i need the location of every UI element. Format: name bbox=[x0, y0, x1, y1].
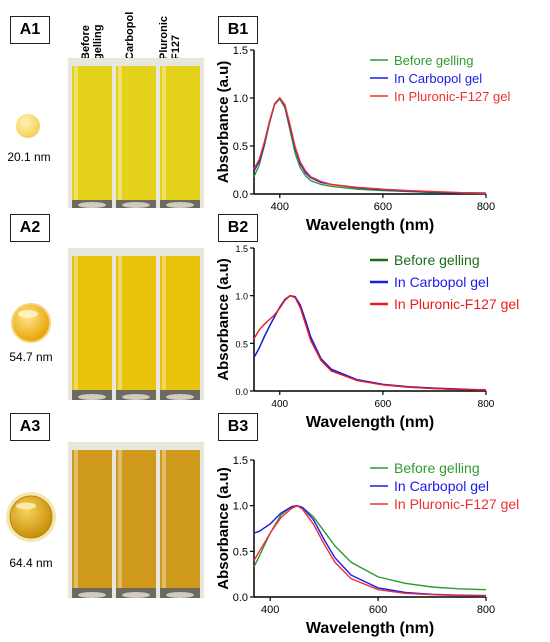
panel-tag-a2: A2 bbox=[10, 214, 50, 242]
size-label-a1: 20.1 nm bbox=[7, 150, 51, 164]
vial-1 bbox=[72, 66, 112, 208]
vial-highlight bbox=[118, 66, 122, 200]
legend-label-3: In Pluronic-F127 gel bbox=[394, 496, 519, 512]
vial-3 bbox=[160, 256, 200, 400]
vial-base-reflection bbox=[78, 202, 106, 208]
vial-highlight bbox=[74, 450, 78, 588]
y-axis-title: Absorbance (a.u) bbox=[215, 61, 232, 184]
vial-base-reflection bbox=[166, 202, 194, 208]
y-axis-title: Absorbance (a.u) bbox=[215, 467, 232, 590]
legend-label-1: Before gelling bbox=[394, 252, 480, 268]
legend-label-3: In Pluronic-F127 gel bbox=[394, 89, 510, 104]
series-line-3 bbox=[253, 96, 487, 194]
series-line-1 bbox=[253, 97, 487, 195]
series-line-3 bbox=[253, 294, 487, 391]
vial-highlight bbox=[74, 66, 78, 200]
vial-base-reflection bbox=[122, 394, 150, 400]
y-tick-label: 0.5 bbox=[233, 141, 248, 153]
y-tick-label: 0.0 bbox=[233, 592, 248, 604]
y-tick-label: 1.0 bbox=[235, 292, 248, 302]
vial-photo-a1 bbox=[68, 58, 204, 208]
vial-3 bbox=[160, 450, 200, 598]
x-axis-title: Wavelength (nm) bbox=[306, 217, 434, 234]
chart-b1: 0.0 0.5 1.0 1.5 400 600 800 Wavelength (nm) Abso… bbox=[215, 45, 510, 234]
panel-tag-b2: B2 bbox=[218, 214, 258, 242]
vial-highlight bbox=[162, 256, 166, 390]
legend-label-3: In Pluronic-F127 gel bbox=[394, 296, 519, 312]
vial-2 bbox=[116, 450, 156, 598]
vial-photo-a2 bbox=[68, 248, 204, 400]
x-tick-label: 600 bbox=[375, 399, 392, 410]
vial-liquid bbox=[116, 66, 156, 200]
legend-label-2: In Carbopol gel bbox=[394, 274, 489, 290]
x-tick-label: 600 bbox=[374, 201, 392, 213]
vial-highlight bbox=[118, 450, 122, 588]
panel-tag-a1: A1 bbox=[10, 16, 50, 44]
y-tick-label: 0.0 bbox=[233, 189, 248, 201]
vial-base-reflection bbox=[78, 592, 106, 598]
x-tick-label: 600 bbox=[369, 604, 387, 616]
vial-liquid bbox=[160, 66, 200, 200]
chart-b2: 0.0 0.5 1.0 1.5 400 600 800 Wavelength (nm) Abso… bbox=[215, 244, 519, 431]
nanoparticle-sphere-a2 bbox=[11, 303, 51, 343]
nanoparticle-sphere-a1 bbox=[16, 114, 40, 138]
vial-base-reflection bbox=[166, 592, 194, 598]
y-tick-label: 1.0 bbox=[233, 93, 248, 105]
y-tick-label: 0.5 bbox=[233, 546, 248, 558]
x-axis-title: Wavelength (nm) bbox=[306, 414, 434, 431]
x-tick-label: 400 bbox=[261, 604, 279, 616]
legend-label-2: In Carbopol gel bbox=[394, 478, 489, 494]
panel-tag-a3: A3 bbox=[10, 413, 50, 441]
vial-1 bbox=[72, 256, 112, 400]
x-tick-label: 800 bbox=[477, 604, 495, 616]
vial-base-reflection bbox=[166, 394, 194, 400]
x-tick-label: 800 bbox=[478, 399, 495, 410]
vial-base-reflection bbox=[78, 394, 106, 400]
nanoparticle-sphere-a3 bbox=[6, 492, 56, 542]
vial-liquid bbox=[160, 450, 200, 588]
vial-3 bbox=[160, 66, 200, 208]
x-tick-label: 400 bbox=[271, 399, 288, 410]
series-line-2 bbox=[253, 96, 487, 194]
vial-liquid bbox=[116, 256, 156, 390]
vial-liquid bbox=[116, 450, 156, 588]
series-line-2 bbox=[253, 504, 487, 597]
vial-liquid bbox=[72, 450, 112, 588]
vial-photo-a3 bbox=[68, 442, 204, 598]
legend-label-1: Before gelling bbox=[394, 460, 480, 476]
vial-1 bbox=[72, 450, 112, 598]
vial-highlight bbox=[162, 450, 166, 588]
vial-liquid bbox=[160, 256, 200, 390]
x-tick-label: 800 bbox=[477, 201, 495, 213]
vial-highlight bbox=[162, 66, 166, 200]
vial-liquid bbox=[72, 66, 112, 200]
vial-2 bbox=[116, 256, 156, 400]
vial-highlight bbox=[118, 256, 122, 390]
vial-liquid bbox=[72, 256, 112, 390]
series-line-3 bbox=[253, 504, 487, 597]
y-tick-label: 1.0 bbox=[233, 501, 248, 513]
y-tick-label: 1.5 bbox=[235, 244, 248, 254]
vial-base-reflection bbox=[122, 202, 150, 208]
series-line-1 bbox=[253, 504, 487, 591]
panel-tag-b1: B1 bbox=[218, 16, 258, 44]
vial-2 bbox=[116, 66, 156, 208]
y-tick-label: 1.5 bbox=[233, 455, 248, 467]
chart-b3: 0.0 0.5 1.0 1.5 400 600 800 Wavelength (nm) Abso… bbox=[215, 455, 519, 637]
x-tick-label: 400 bbox=[271, 201, 289, 213]
y-axis-title: Absorbance (a.u) bbox=[215, 258, 232, 381]
legend-label-2: In Carbopol gel bbox=[394, 71, 482, 86]
vial-base-reflection bbox=[122, 592, 150, 598]
x-axis-title: Wavelength (nm) bbox=[306, 620, 434, 637]
y-tick-label: 0.0 bbox=[235, 387, 248, 397]
panel-tag-b3: B3 bbox=[218, 413, 258, 441]
size-label-a3: 64.4 nm bbox=[9, 556, 53, 570]
y-tick-label: 0.5 bbox=[235, 339, 248, 349]
vial-highlight bbox=[74, 256, 78, 390]
legend-label-1: Before gelling bbox=[394, 53, 474, 68]
y-tick-label: 1.5 bbox=[233, 45, 248, 57]
size-label-a2: 54.7 nm bbox=[9, 350, 53, 364]
